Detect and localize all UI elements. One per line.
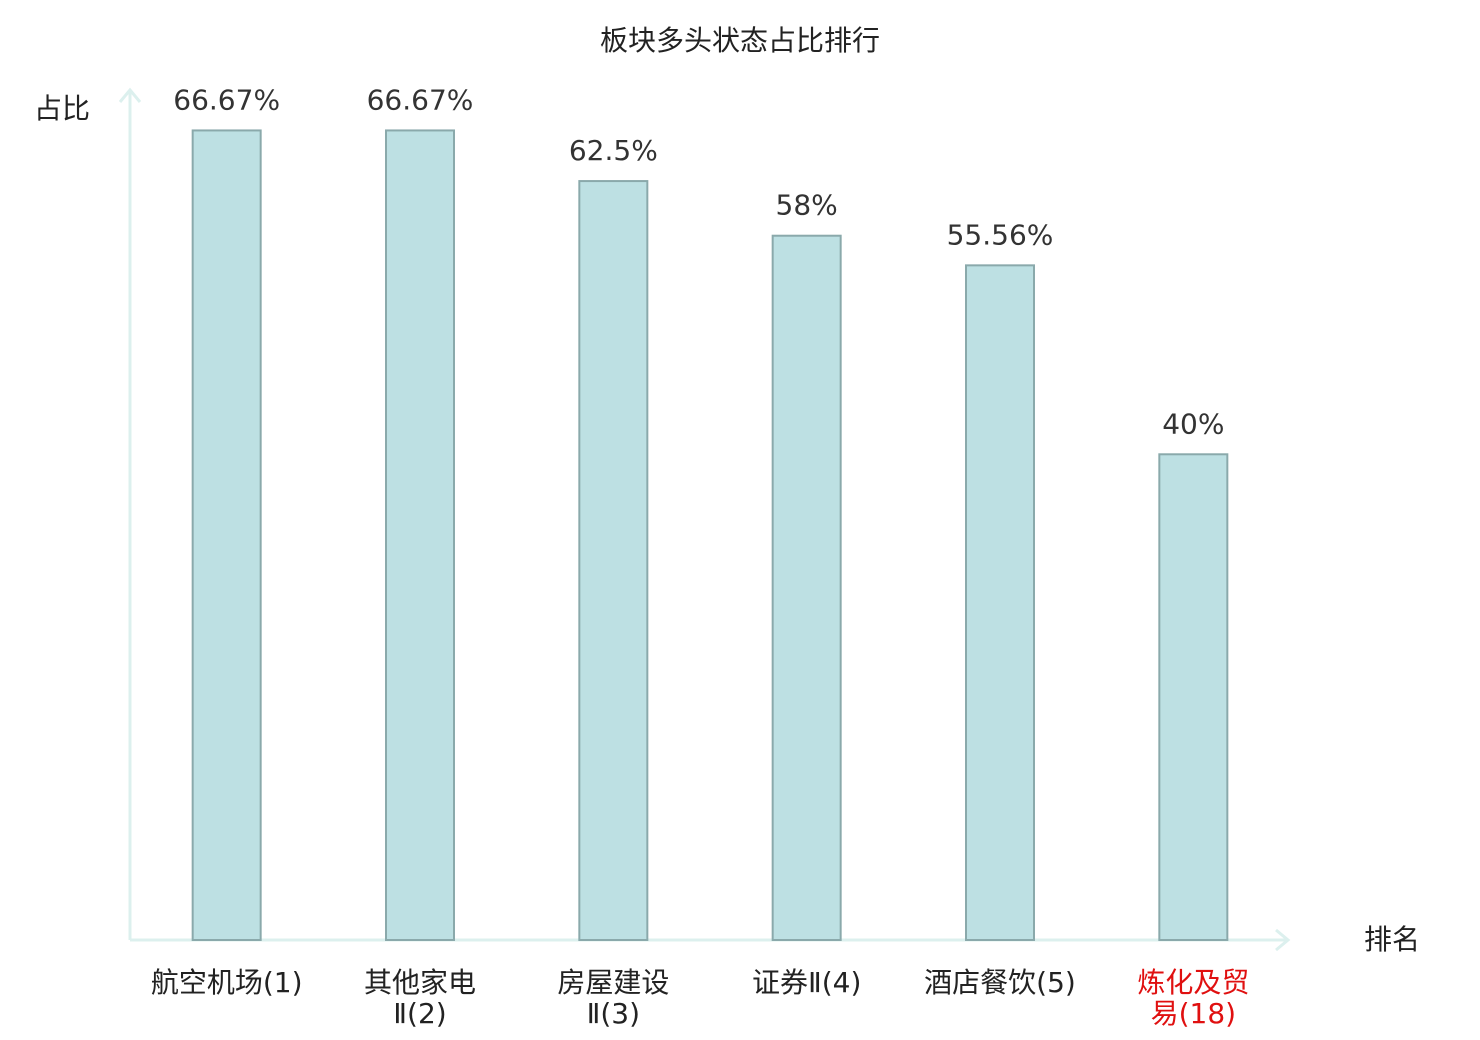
x-tick-label: 航空机场(1) bbox=[151, 966, 303, 999]
bar bbox=[385, 129, 455, 941]
value-label: 62.5% bbox=[569, 134, 658, 167]
value-label: 58% bbox=[776, 189, 838, 222]
bar bbox=[965, 264, 1035, 942]
bar bbox=[1158, 453, 1229, 941]
value-label: 66.67% bbox=[173, 83, 280, 116]
x-tick-label: Ⅱ(2) bbox=[393, 997, 446, 1030]
y-axis-label: 占比 bbox=[34, 92, 90, 125]
axes bbox=[118, 87, 1291, 952]
value-label: 66.67% bbox=[367, 83, 474, 116]
x-tick-label: 证券Ⅱ(4) bbox=[752, 966, 861, 999]
x-tick-label: 易(18) bbox=[1151, 997, 1236, 1030]
bar bbox=[771, 234, 842, 941]
x-tick-label: 酒店餐饮(5) bbox=[924, 966, 1076, 999]
chart-title: 板块多头状态占比排行 bbox=[600, 24, 880, 57]
x-tick-label: Ⅱ(3) bbox=[587, 997, 640, 1030]
x-tick-label: 房屋建设 bbox=[557, 966, 669, 999]
bar bbox=[578, 180, 649, 942]
x-axis-label: 排名 bbox=[1364, 923, 1420, 956]
value-label: 55.56% bbox=[947, 218, 1054, 251]
value-label: 40% bbox=[1162, 407, 1224, 440]
x-tick-label: 炼化及贸 bbox=[1137, 966, 1249, 999]
x-tick-label: 其他家电 bbox=[364, 966, 476, 999]
bar bbox=[191, 129, 262, 941]
